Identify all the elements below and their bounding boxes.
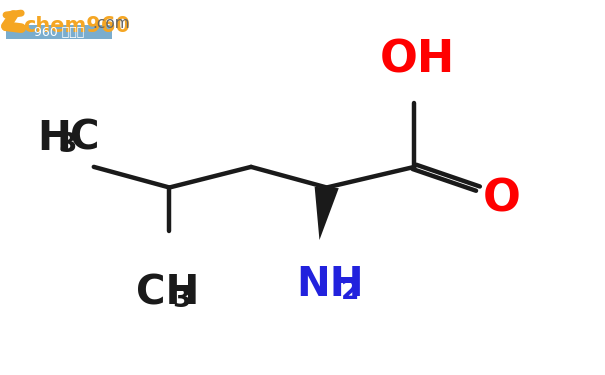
Text: H: H	[38, 119, 71, 159]
Text: 3: 3	[59, 132, 77, 159]
Text: 3: 3	[172, 287, 191, 313]
FancyBboxPatch shape	[6, 25, 112, 39]
Text: C: C	[70, 119, 100, 159]
Text: chem960: chem960	[23, 16, 130, 36]
Text: .com: .com	[93, 16, 130, 31]
Polygon shape	[315, 187, 339, 240]
Text: 2: 2	[341, 279, 359, 305]
Text: O: O	[483, 178, 521, 221]
Text: NH: NH	[296, 265, 364, 305]
Text: CH: CH	[136, 273, 200, 313]
Text: 960 化工网: 960 化工网	[34, 26, 85, 39]
Text: OH: OH	[380, 39, 455, 81]
